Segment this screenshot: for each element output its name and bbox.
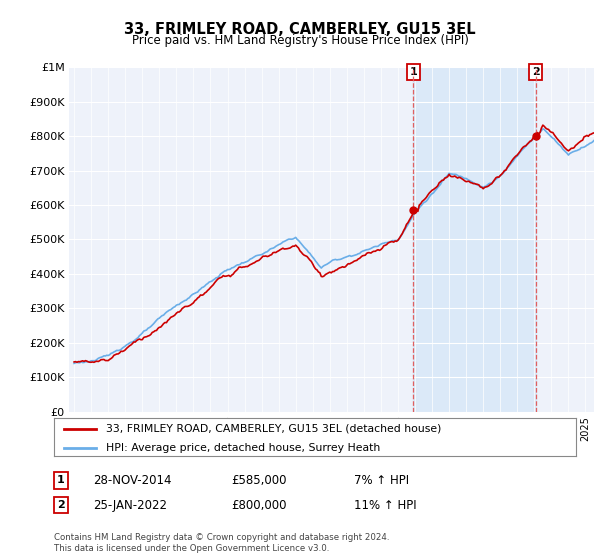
Text: 33, FRIMLEY ROAD, CAMBERLEY, GU15 3EL: 33, FRIMLEY ROAD, CAMBERLEY, GU15 3EL (124, 22, 476, 38)
Text: Contains HM Land Registry data © Crown copyright and database right 2024.
This d: Contains HM Land Registry data © Crown c… (54, 534, 389, 553)
Text: 2: 2 (532, 67, 539, 77)
Text: £800,000: £800,000 (231, 498, 287, 512)
Text: 1: 1 (57, 475, 65, 486)
Text: Price paid vs. HM Land Registry's House Price Index (HPI): Price paid vs. HM Land Registry's House … (131, 34, 469, 46)
Text: 1: 1 (410, 67, 418, 77)
Text: 7% ↑ HPI: 7% ↑ HPI (354, 474, 409, 487)
Text: HPI: Average price, detached house, Surrey Heath: HPI: Average price, detached house, Surr… (106, 443, 380, 453)
Text: 2: 2 (57, 500, 65, 510)
Text: 28-NOV-2014: 28-NOV-2014 (93, 474, 172, 487)
Text: 11% ↑ HPI: 11% ↑ HPI (354, 498, 416, 512)
Text: £585,000: £585,000 (231, 474, 287, 487)
Text: 25-JAN-2022: 25-JAN-2022 (93, 498, 167, 512)
Text: 33, FRIMLEY ROAD, CAMBERLEY, GU15 3EL (detached house): 33, FRIMLEY ROAD, CAMBERLEY, GU15 3EL (d… (106, 424, 442, 434)
Bar (413, 67, 536, 412)
